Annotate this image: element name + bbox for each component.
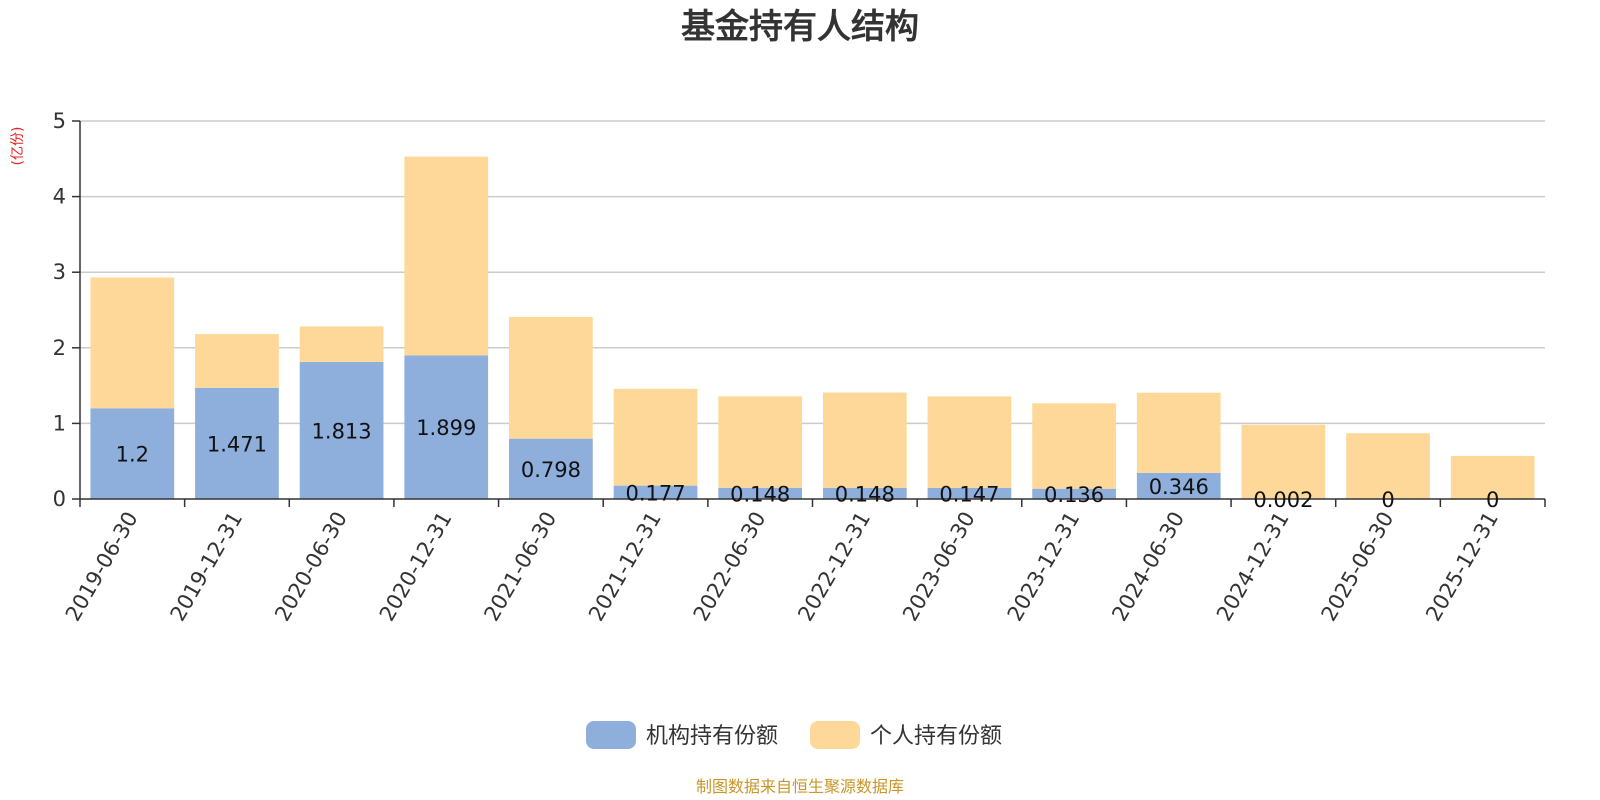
- x-tick-label-2024-06-30: 2024-06-30: [1107, 508, 1189, 626]
- data-label-institutional-2021-12-31: 0.177: [625, 481, 685, 505]
- bar-individual-2019-12-31: [195, 334, 279, 388]
- x-tick-label-2022-12-31: 2022-12-31: [793, 508, 875, 626]
- bar-individual-2022-12-31: [822, 392, 907, 488]
- x-tick-label-2021-12-31: 2021-12-31: [584, 508, 666, 626]
- x-tick-label-2024-12-31: 2024-12-31: [1212, 508, 1294, 626]
- y-tick-label: 3: [53, 260, 66, 284]
- data-labels-layer: 1.2 1.471 1.813 1.899 0.798 0.177 0.148 0.148 0.…: [116, 416, 1500, 512]
- data-label-institutional-2020-12-31: 1.899: [416, 416, 476, 440]
- bar-individual-2023-12-31: [1032, 403, 1116, 489]
- x-tick-label-2025-06-30: 2025-06-30: [1317, 508, 1399, 626]
- x-tick-label-2019-12-31: 2019-12-31: [165, 508, 247, 626]
- source-note: 制图数据来自恒生聚源数据库: [696, 777, 904, 796]
- data-label-institutional-2023-06-30: 0.147: [939, 482, 999, 506]
- bar-individual-2022-06-30: [718, 396, 803, 488]
- x-tick-label-2025-12-31: 2025-12-31: [1421, 508, 1503, 626]
- bar-individual-2019-06-30: [90, 277, 175, 409]
- bar-institutional-2020-06-30: [299, 361, 384, 499]
- x-tick-label-2022-06-30: 2022-06-30: [689, 508, 771, 626]
- bar-individual-2020-12-31: [404, 156, 489, 356]
- x-tick-label-2023-12-31: 2023-12-31: [1003, 508, 1085, 626]
- data-label-institutional-2023-12-31: 0.136: [1044, 483, 1104, 507]
- y-tick-label: 1: [53, 411, 66, 435]
- bar-institutional-2022-12-31: [822, 487, 907, 499]
- data-label-institutional-2022-06-30: 0.148: [730, 482, 790, 506]
- legend-swatch-institutional: [586, 721, 636, 749]
- data-label-institutional-2019-06-30: 1.2: [116, 443, 149, 467]
- legend: 机构持有份额 个人持有份额: [586, 721, 1002, 749]
- legend-label-individual: 个人持有份额: [870, 724, 1002, 749]
- x-tick-label-2020-12-31: 2020-12-31: [375, 508, 457, 626]
- bar-institutional-2023-12-31: [1032, 488, 1116, 499]
- bar-individual-2024-12-31: [1241, 424, 1326, 499]
- data-label-institutional-2020-06-30: 1.813: [312, 419, 372, 443]
- y-tick-label: 2: [53, 336, 66, 360]
- bar-institutional-2022-06-30: [718, 487, 803, 499]
- bar-individual-2023-06-30: [927, 396, 1012, 488]
- data-label-institutional-2025-06-30: 0: [1381, 488, 1394, 512]
- bar-institutional-2019-06-30: [90, 408, 175, 499]
- data-label-institutional-2021-06-30: 0.798: [521, 458, 581, 482]
- chart-title: 基金持有人结构: [681, 7, 919, 47]
- y-tick-label: 4: [53, 185, 66, 209]
- y-tick-label: 5: [53, 109, 66, 133]
- bar-individual-2024-06-30: [1136, 392, 1221, 473]
- y-axis-unit-label: (亿份): [10, 127, 26, 166]
- bar-institutional-2020-12-31: [404, 355, 489, 499]
- legend-swatch-individual: [810, 721, 860, 749]
- legend-label-institutional: 机构持有份额: [646, 724, 778, 749]
- bar-institutional-2021-12-31: [613, 485, 698, 499]
- bar-individual-2025-06-30: [1346, 433, 1430, 499]
- bar-institutional-2019-12-31: [195, 387, 279, 499]
- x-tick-label-2023-06-30: 2023-06-30: [898, 508, 980, 626]
- x-tick-label-2020-06-30: 2020-06-30: [270, 508, 352, 626]
- data-label-institutional-2024-06-30: 0.346: [1149, 475, 1209, 499]
- data-label-institutional-2024-12-31: 0.002: [1253, 488, 1313, 512]
- data-label-institutional-2022-12-31: 0.148: [835, 482, 895, 506]
- bar-individual-2021-12-31: [613, 388, 698, 486]
- x-tick-label-2021-06-30: 2021-06-30: [479, 508, 561, 626]
- x-tick-label-2019-06-30: 2019-06-30: [61, 508, 143, 626]
- y-tick-label: 0: [53, 487, 66, 511]
- bar-institutional-2023-06-30: [927, 487, 1012, 499]
- data-label-institutional-2025-12-31: 0: [1486, 488, 1499, 512]
- bar-individual-2021-06-30: [509, 316, 593, 439]
- bar-individual-2020-06-30: [299, 326, 384, 362]
- bar-institutional-2024-06-30: [1136, 472, 1221, 499]
- data-label-institutional-2019-12-31: 1.471: [207, 432, 267, 456]
- bars-layer: [90, 156, 1535, 499]
- bar-institutional-2021-06-30: [509, 438, 593, 499]
- bar-individual-2025-12-31: [1450, 455, 1535, 499]
